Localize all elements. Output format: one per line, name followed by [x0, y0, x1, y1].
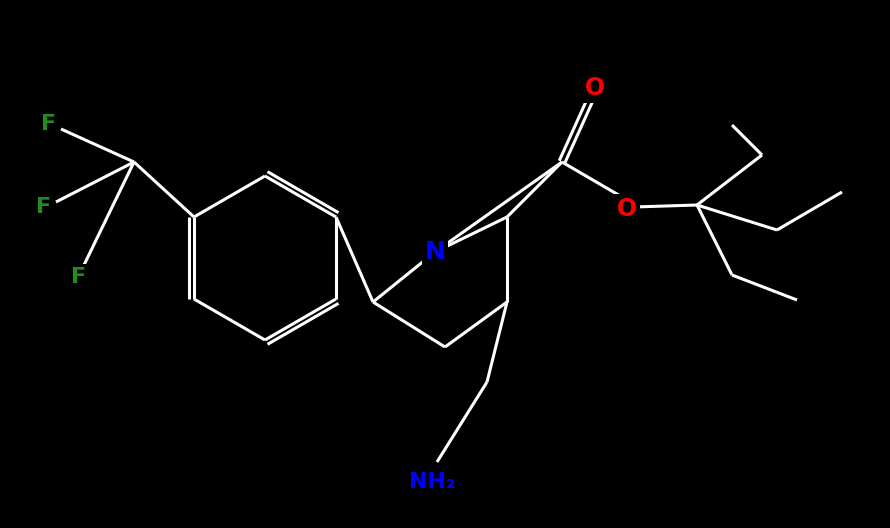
Text: F: F — [36, 197, 52, 217]
Text: O: O — [617, 197, 637, 221]
Text: F: F — [42, 114, 57, 134]
Text: O: O — [585, 76, 605, 100]
Text: F: F — [71, 267, 86, 287]
Text: N: N — [425, 240, 445, 264]
Text: NH₂: NH₂ — [409, 472, 456, 492]
